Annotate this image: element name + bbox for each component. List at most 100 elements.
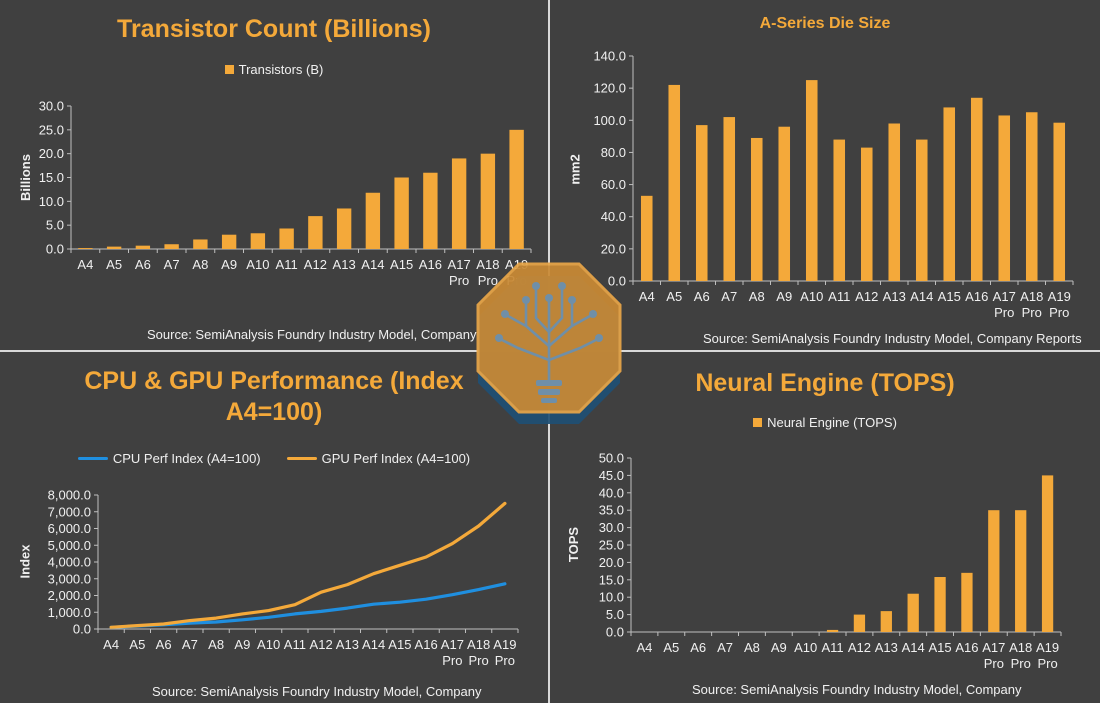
x-tick-label: A19 (493, 637, 516, 652)
chart-title: Neural Engine (TOPS) (695, 369, 955, 397)
x-tick-label: Pro (478, 273, 498, 288)
chart-title: Transistor Count (Billions) (117, 15, 431, 43)
x-tick-label: A9 (234, 637, 250, 652)
y-tick-label: 10.0 (599, 590, 624, 605)
y-tick-label: 7,000.0 (48, 504, 91, 519)
x-tick-label: A18 (476, 257, 499, 272)
bar (695, 125, 708, 281)
x-tick-label: A13 (875, 640, 898, 655)
x-tick-label: A4 (77, 257, 93, 272)
x-tick-label: A14 (362, 637, 385, 652)
x-tick-label: A16 (419, 257, 442, 272)
legend-label: GPU Perf Index (A4=100) (321, 451, 471, 466)
y-tick-label: 40.0 (599, 485, 624, 500)
y-tick-label: 25.0 (599, 538, 624, 553)
x-tick-label: A19 (1036, 640, 1059, 655)
bar (279, 228, 294, 249)
chart-legend: CPU Perf Index (A4=100) GPU Perf Index (… (0, 451, 548, 466)
x-tick-label: A11 (276, 257, 298, 272)
x-tick-label: Pro (1011, 656, 1031, 671)
x-tick-label: A8 (192, 257, 208, 272)
bar (164, 244, 179, 249)
x-tick-label: A8 (208, 637, 224, 652)
bar (943, 107, 956, 281)
x-tick-label: A12 (855, 289, 878, 304)
bar (1041, 475, 1054, 632)
y-tick-label: 120.0 (593, 81, 626, 96)
x-tick-label: A12 (304, 257, 327, 272)
x-tick-label: A17 (982, 640, 1005, 655)
y-tick-label: 20.0 (599, 555, 624, 570)
x-tick-label: A13 (336, 637, 359, 652)
x-tick-label: A6 (135, 257, 151, 272)
bar (1053, 122, 1066, 281)
y-tick-label: 140.0 (593, 49, 626, 64)
bar (880, 611, 892, 632)
transistor-chart-panel: Transistor Count (Billions) Transistors … (0, 0, 548, 350)
bar (193, 239, 208, 249)
x-tick-label: A9 (776, 289, 792, 304)
x-tick-label: A9 (221, 257, 237, 272)
diesize-chart-panel: A-Series Die Size mm2 0.0 20.0 40.0 60.0 80.… (550, 0, 1100, 350)
x-tick-label: A13 (333, 257, 356, 272)
y-tick-label: 2,000.0 (48, 588, 91, 603)
y-tick-label: 20.0 (39, 146, 64, 161)
x-tick-label: A12 (310, 637, 333, 652)
x-tick-label: A7 (164, 257, 180, 272)
y-tick-label: 6,000.0 (48, 521, 91, 536)
chart-legend: Neural Engine (TOPS) (550, 415, 1100, 430)
chart-source: Source: SemiAnalysis Foundry Industry Mo… (152, 684, 482, 699)
y-tick-label: 20.0 (601, 241, 626, 256)
neural-chart-plot: 0.0 5.0 10.0 15.0 20.0 25.0 30.0 35.0 40.0 45.0 50… (599, 451, 1062, 671)
y-tick-label: 0.0 (606, 625, 624, 640)
x-tick-label: A10 (794, 640, 817, 655)
bar (888, 123, 901, 281)
x-tick-label: A17 (441, 637, 464, 652)
bar (961, 572, 973, 632)
bar (750, 137, 763, 281)
y-tick-label: 25.0 (39, 122, 64, 137)
circuit-tree-lightbulb-icon (476, 262, 622, 424)
legend-item-neural: Neural Engine (TOPS) (753, 415, 897, 430)
diesize-chart-plot: 0.0 20.0 40.0 60.0 80.0 100.0 120.0 140.0 A4 A5 A6… (593, 49, 1074, 320)
x-tick-label: A15 (388, 637, 411, 652)
bar (509, 129, 524, 249)
x-tick-label: Pro (1037, 656, 1057, 671)
x-tick-label: A6 (690, 640, 706, 655)
legend-swatch (753, 418, 763, 427)
y-tick-label: 8,000.0 (48, 488, 91, 503)
chart-title: CPU & GPU Performance (Index A4=100) (84, 367, 464, 426)
x-tick-label: A5 (666, 289, 682, 304)
legend-label: Transistors (B) (238, 62, 324, 77)
x-tick-label: A12 (848, 640, 871, 655)
legend-item-cpu: CPU Perf Index (A4=100) (77, 451, 261, 466)
y-tick-label: 1,000.0 (48, 605, 91, 620)
x-tick-label: Pro (994, 305, 1014, 320)
bar (915, 139, 928, 281)
y-tick-label: 0.0 (608, 274, 626, 289)
bar (250, 233, 266, 249)
x-tick-label: A7 (182, 637, 198, 652)
x-tick-label: A6 (156, 637, 172, 652)
chart-legend: Transistors (B) (0, 62, 548, 77)
y-tick-label: 5,000.0 (48, 538, 91, 553)
y-tick-label: 30.0 (599, 520, 624, 535)
x-tick-label: Pro (1049, 305, 1069, 320)
y-tick-label: 35.0 (599, 503, 624, 518)
y-tick-label: 50.0 (599, 451, 624, 466)
y-tick-label: 0.0 (73, 622, 91, 637)
x-tick-label: A16 (415, 637, 438, 652)
y-tick-label: 15.0 (39, 170, 64, 185)
x-tick-label: Pro (984, 656, 1004, 671)
x-tick-label: Pro (495, 653, 515, 668)
x-tick-label: A15 (928, 640, 951, 655)
bar (805, 80, 818, 281)
bar (907, 593, 919, 632)
bar (308, 216, 323, 249)
y-tick-label: 5.0 (46, 218, 64, 233)
x-tick-label: A10 (246, 257, 269, 272)
bar (853, 614, 866, 632)
bar (1015, 510, 1027, 632)
bar (365, 192, 381, 249)
y-tick-label: 0.0 (46, 242, 64, 257)
